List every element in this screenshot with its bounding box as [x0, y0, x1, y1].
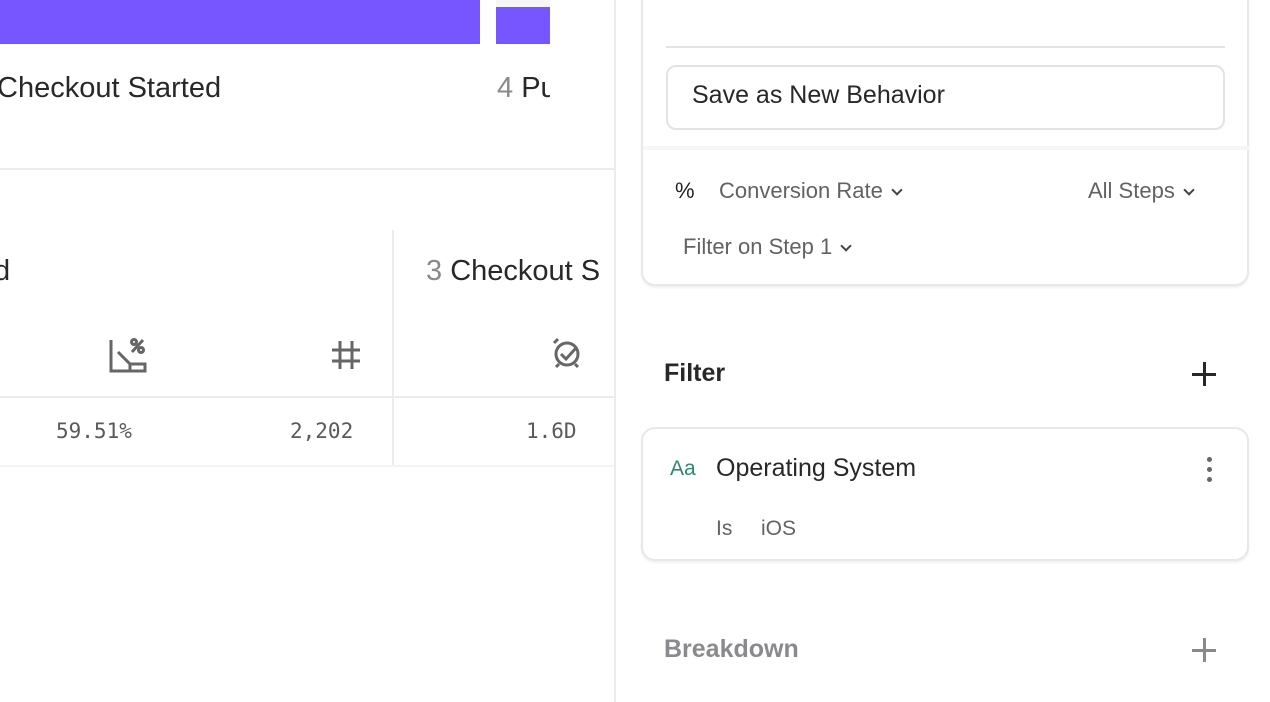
panel-divider [614, 0, 616, 702]
count-hash-icon[interactable] [330, 339, 362, 371]
filter-operator[interactable]: Is [716, 517, 733, 540]
more-options-icon[interactable] [1207, 457, 1213, 482]
chevron-down-icon [840, 240, 852, 252]
step-number: 4 [497, 72, 514, 104]
percent-icon: % [675, 178, 695, 203]
funnel-bar-step-4-background [496, 0, 550, 7]
dropdown-label: Filter on Step 1 [683, 234, 833, 259]
add-breakdown-button[interactable] [1192, 638, 1216, 662]
breakdown-section-title: Breakdown [664, 635, 799, 663]
step-number: 3 [426, 255, 443, 287]
table-row-divider [0, 396, 615, 398]
filter-card[interactable]: Aa Operating System Is iOS [641, 427, 1249, 561]
time-to-convert-value: 1.6D [526, 419, 577, 443]
dropdown-label: All Steps [1088, 178, 1175, 203]
table-row-divider [0, 465, 615, 467]
funnel-step-4-label: 4 Pu [497, 72, 550, 105]
filter-property-name[interactable]: Operating System [716, 454, 917, 482]
save-button-label: Save as New Behavior [692, 81, 945, 109]
step-name: Checkout S [450, 255, 601, 287]
step-name: Pu [521, 72, 550, 104]
all-steps-dropdown[interactable]: All Steps [1088, 178, 1195, 204]
metric-card: Save as New Behavior % Conversion Rate A… [641, 0, 1249, 286]
chevron-down-icon [1183, 184, 1195, 196]
conversion-rate-dropdown[interactable]: Conversion Rate [719, 178, 903, 204]
dropdown-label: Conversion Rate [719, 178, 883, 203]
funnel-bar-step-3[interactable] [0, 0, 480, 44]
count-value: 2,202 [290, 419, 354, 443]
add-filter-button[interactable] [1192, 362, 1216, 386]
column-divider [392, 230, 394, 466]
conversion-rate-icon[interactable] [108, 336, 148, 374]
time-to-convert-icon[interactable] [549, 337, 585, 371]
conversion-rate-value: 59.51% [56, 419, 132, 443]
filter-value[interactable]: iOS [761, 517, 797, 540]
funnel-bar-step-4[interactable] [496, 7, 550, 44]
save-as-new-behavior-button[interactable]: Save as New Behavior [666, 65, 1225, 130]
column-header-step-3: 3 Checkout S [426, 255, 615, 288]
chevron-down-icon [891, 184, 903, 196]
column-header-step-2: d [0, 255, 11, 287]
divider [0, 168, 615, 170]
funnel-step-3-label: Checkout Started [0, 72, 222, 104]
filter-on-step-dropdown[interactable]: Filter on Step 1 [683, 234, 852, 260]
filter-section-title: Filter [664, 359, 726, 387]
string-type-icon: Aa [670, 457, 696, 480]
section-divider [643, 146, 1249, 150]
divider [666, 46, 1225, 48]
